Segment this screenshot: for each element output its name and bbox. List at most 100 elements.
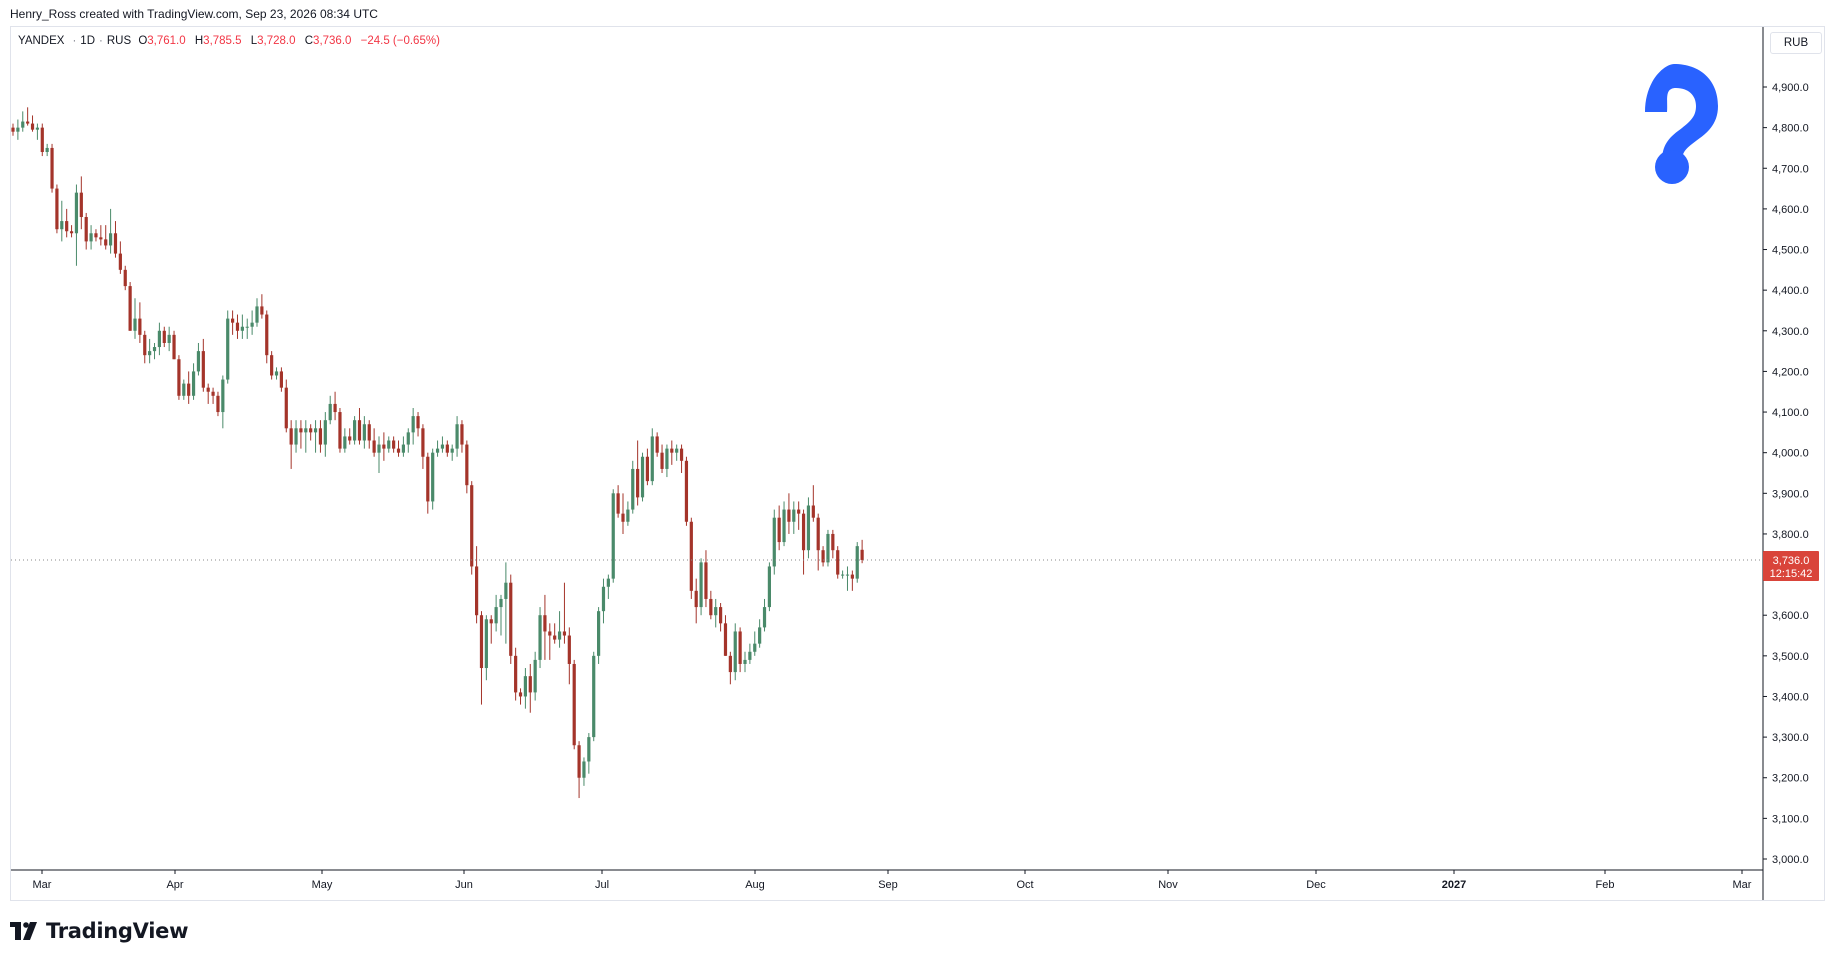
candle-body: [392, 440, 396, 449]
close-label: C: [304, 35, 314, 47]
candle-body: [592, 655, 596, 738]
interval[interactable]: 1D: [80, 35, 95, 47]
tradingview-logo-icon: [10, 922, 37, 940]
candle-body: [260, 306, 264, 315]
candle: [714, 598, 718, 628]
question-mark-hook: [1645, 64, 1718, 162]
candle: [489, 615, 493, 644]
candle-body: [40, 127, 44, 153]
time-tick-label: Jun: [455, 879, 473, 891]
candle: [689, 517, 693, 599]
candle: [99, 225, 103, 246]
candle: [353, 416, 357, 445]
candle: [231, 310, 235, 335]
candle: [304, 420, 308, 453]
candle-body: [357, 420, 362, 441]
currency-button[interactable]: RUB: [1770, 32, 1822, 54]
candle-body: [518, 692, 523, 697]
candle-body: [435, 448, 440, 453]
candle-body: [84, 217, 88, 242]
candle: [582, 757, 586, 786]
candle: [494, 594, 498, 632]
candle: [660, 444, 664, 473]
candle: [753, 631, 757, 656]
candle: [597, 607, 601, 664]
candle: [201, 338, 205, 392]
candle: [240, 314, 244, 339]
candle-body: [514, 655, 518, 693]
candle-body: [836, 550, 840, 575]
symbol-legend: YANDEX · 1D · RUS O3,761.0 H3,785.5 L3,728.0…: [18, 35, 440, 47]
candle: [284, 379, 288, 433]
candle-body: [138, 318, 142, 335]
candle-body: [245, 326, 249, 328]
candle: [557, 611, 562, 648]
price-tick-label: 4,700.0: [1772, 163, 1809, 175]
candle: [406, 428, 410, 453]
candle: [26, 107, 30, 126]
candle-body: [504, 582, 508, 599]
candle-body: [35, 127, 39, 130]
candle-body: [309, 428, 313, 433]
candle: [762, 598, 767, 632]
candle-body: [45, 147, 49, 153]
candle-body: [235, 322, 240, 331]
candle: [338, 407, 342, 453]
price-tick-label: 3,900.0: [1772, 488, 1809, 500]
candle-body: [489, 619, 493, 624]
candle: [221, 375, 225, 429]
candle-body: [548, 631, 552, 636]
candle-body: [11, 127, 15, 132]
candle-body: [782, 509, 786, 543]
candle-body: [387, 440, 391, 449]
high-label: H: [194, 35, 204, 47]
candle-body: [177, 359, 181, 396]
candle-body: [182, 383, 186, 396]
candle: [84, 212, 88, 250]
candle: [191, 363, 196, 400]
candle-body: [670, 448, 674, 453]
candle: [675, 444, 679, 461]
countdown-value: 12:15:42: [1770, 568, 1813, 580]
candle: [299, 420, 303, 449]
question-mark-dot: [1655, 150, 1689, 184]
candle: [235, 314, 240, 339]
candle: [470, 481, 474, 575]
candle: [665, 444, 669, 478]
candle: [548, 623, 552, 660]
symbol-name[interactable]: YANDEX: [18, 35, 65, 47]
candle-body: [465, 444, 469, 486]
candle-body: [226, 318, 230, 380]
candle: [60, 200, 64, 242]
candle-body: [699, 562, 703, 608]
question-mark-icon[interactable]: [1645, 64, 1718, 184]
candle-body: [645, 456, 649, 482]
candle: [626, 501, 630, 526]
candle-body: [216, 395, 220, 413]
candle: [250, 310, 254, 335]
candle: [21, 111, 25, 132]
candle-body: [279, 371, 283, 388]
candle-body: [728, 655, 732, 673]
price-tick-label: 4,200.0: [1772, 366, 1809, 378]
candle-body: [640, 456, 645, 498]
candle-body: [221, 379, 225, 413]
candle-body: [191, 371, 196, 396]
candle: [455, 416, 459, 457]
candle: [592, 651, 596, 742]
candle-body: [753, 643, 757, 652]
price-tick-label: 3,100.0: [1772, 813, 1809, 825]
candle-body: [470, 485, 474, 567]
candle: [801, 509, 806, 575]
time-tick-label: May: [312, 879, 333, 891]
candle: [772, 509, 776, 575]
candle: [562, 582, 567, 644]
candle: [182, 379, 186, 400]
candle-body: [143, 334, 147, 356]
candle-body: [162, 330, 166, 343]
candle: [270, 351, 274, 380]
tradingview-logo[interactable]: TradingView: [10, 919, 188, 943]
candle-body: [455, 424, 459, 449]
price-tick-label: 3,400.0: [1772, 691, 1809, 703]
